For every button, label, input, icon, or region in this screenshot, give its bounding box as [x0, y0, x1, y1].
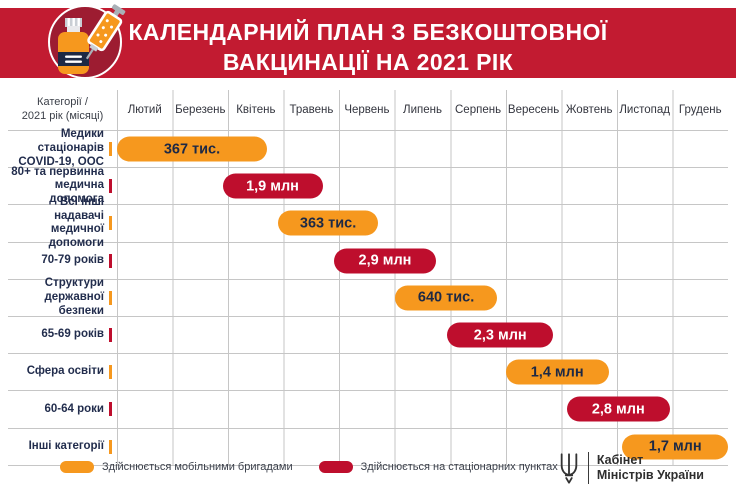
- table-row: Інші категорії 1,7 млн: [8, 428, 728, 466]
- gantt-bar: 2,9 млн: [333, 248, 437, 274]
- org-name: Кабінет Міністрів України: [597, 453, 704, 483]
- row-label: Структури державної безпеки: [8, 277, 117, 317]
- month-header-row: Лютий Березень Квітень Травень Червень Липень…: [117, 90, 728, 130]
- row-label-text: 80+ та первинна медична допомога: [11, 165, 104, 206]
- row-color-tick-icon: [109, 402, 112, 417]
- row-label-text: Інші категорії: [28, 439, 104, 452]
- row-label: 65-69 років: [8, 317, 117, 353]
- legend-item-stationary: Здійснюється на стаціонарних пунктах: [318, 461, 558, 473]
- row-color-tick-icon: [109, 439, 112, 454]
- row-label: 60-64 роки: [8, 391, 117, 427]
- month-header: Вересень: [507, 104, 560, 116]
- row-label: Медики стаціонарів COVID-19, ООС: [8, 128, 117, 168]
- table-row: Всі інші надавачі медичної допомоги 363 т…: [8, 196, 728, 249]
- row-label-text: 70-79 років: [41, 253, 104, 266]
- row-label-text: Структури державної безпеки: [44, 277, 104, 317]
- gantt-bar: 1,4 млн: [505, 359, 609, 385]
- gantt-bar: 1,7 млн: [622, 434, 728, 460]
- table-row: 65-69 років 2,3 млн: [8, 316, 728, 355]
- row-label: 80+ та первинна медична допомога: [8, 165, 117, 206]
- month-header: Жовтень: [565, 104, 613, 116]
- page-title-line2: ВАКЦИНАЦІЇ НА 2021 РІК: [222, 49, 514, 76]
- syringe-icon: [85, 4, 126, 60]
- org-name-line2: Міністрів України: [596, 468, 704, 482]
- table-row: Сфера освіти 1,4 млн: [8, 354, 728, 392]
- page-title: КАЛЕНДАРНИЙ ПЛАН З БЕЗКОШТОВНОЇ ВАКЦИНАЦ…: [0, 17, 736, 78]
- row-timeline-track: 2,9 млн: [117, 242, 728, 279]
- vial-icon: [58, 18, 89, 74]
- month-header: Грудень: [678, 104, 722, 116]
- month-header: Травень: [289, 104, 334, 116]
- org-name-line1: Кабінет: [596, 453, 644, 467]
- legend-label-mobile: Здійснюється мобільними бригадами: [102, 461, 293, 473]
- row-label-text: Сфера освіти: [26, 365, 104, 378]
- gantt-bar: 363 тис.: [278, 210, 379, 236]
- table-row: Структури державної безпеки 640 тис.: [8, 277, 728, 317]
- gantt-bar: 640 тис.: [394, 285, 498, 311]
- orange-pill-icon: [60, 461, 94, 473]
- red-pill-icon: [318, 461, 353, 473]
- row-timeline-track: 1,7 млн: [117, 428, 728, 465]
- row-timeline-track: 640 тис.: [117, 279, 728, 316]
- month-header: Червень: [344, 104, 390, 116]
- table-header-row: Категорії / 2021 рік (місяці) Лютий Берез…: [8, 90, 728, 131]
- table-row: 70-79 років 2,9 млн: [8, 242, 728, 280]
- vaccine-vial-and-syringe-icon: [48, 4, 126, 79]
- row-color-tick-icon: [109, 290, 112, 305]
- gantt-bar: 2,3 млн: [447, 322, 554, 348]
- month-header: Серпень: [455, 104, 502, 116]
- row-label: Сфера освіти: [8, 354, 117, 390]
- row-label: Всі інші надавачі медичної допомоги: [8, 196, 117, 249]
- gantt-bar: 2,8 млн: [566, 396, 670, 422]
- row-color-tick-icon: [109, 216, 112, 231]
- corner-label: Категорії / 2021 рік (місяці): [8, 90, 117, 130]
- page-title-line1: КАЛЕНДАРНИЙ ПЛАН З БЕЗКОШТОВНОЇ: [128, 19, 608, 45]
- category-rows: Медики стаціонарів COVID-19, ООС 367 тис.…: [8, 128, 728, 466]
- table-row: Медики стаціонарів COVID-19, ООС 367 тис.: [8, 128, 728, 169]
- row-timeline-track: 367 тис.: [117, 131, 728, 168]
- month-header: Лютий: [127, 104, 162, 116]
- row-color-tick-icon: [109, 328, 112, 343]
- row-timeline-track: 2,3 млн: [117, 316, 728, 354]
- row-label-text: 65-69 років: [41, 328, 104, 341]
- row-label-text: 60-64 роки: [44, 402, 104, 415]
- row-color-tick-icon: [109, 365, 112, 380]
- row-timeline-track: 2,8 млн: [117, 391, 728, 428]
- gantt-bar: 367 тис.: [117, 136, 267, 162]
- legend: Здійснюється мобільними бригадами Здійсн…: [60, 461, 558, 473]
- row-label: 70-79 років: [8, 243, 117, 279]
- row-label-text: Всі інші надавачі медичної допомоги: [48, 195, 104, 250]
- row-color-tick-icon: [109, 253, 112, 268]
- row-label: Інші категорії: [8, 429, 117, 465]
- row-timeline-track: 1,9 млн: [117, 168, 728, 205]
- table-row: 80+ та первинна медична допомога 1,9 млн: [8, 165, 728, 206]
- month-header: Квітень: [236, 104, 276, 116]
- row-timeline-track: 1,4 млн: [117, 354, 728, 391]
- table-row: 60-64 роки 2,8 млн: [8, 391, 728, 429]
- title-banner: [0, 8, 736, 78]
- logo-divider: [587, 452, 589, 484]
- row-color-tick-icon: [109, 179, 112, 194]
- legend-label-stationary: Здійснюється на стаціонарних пунктах: [360, 461, 558, 473]
- row-label-text: Медики стаціонарів COVID-19, ООС: [18, 128, 104, 168]
- gantt-table: Категорії / 2021 рік (місяці) Лютий Берез…: [8, 90, 728, 466]
- corner-label-line2: 2021 рік (місяці): [21, 110, 104, 122]
- row-color-tick-icon: [109, 142, 112, 157]
- cabinet-of-ministers-logo: Кабінет Міністрів України: [558, 452, 704, 484]
- row-timeline-track: 363 тис.: [117, 205, 728, 242]
- legend-item-mobile: Здійснюється мобільними бригадами: [60, 461, 293, 473]
- gantt-bar: 1,9 млн: [222, 173, 323, 199]
- corner-label-line1: Категорії /: [37, 96, 88, 109]
- month-header: Березень: [175, 104, 226, 116]
- month-header: Листопад: [619, 104, 670, 116]
- ukraine-trident-icon: [560, 453, 578, 484]
- month-header: Липень: [403, 104, 442, 116]
